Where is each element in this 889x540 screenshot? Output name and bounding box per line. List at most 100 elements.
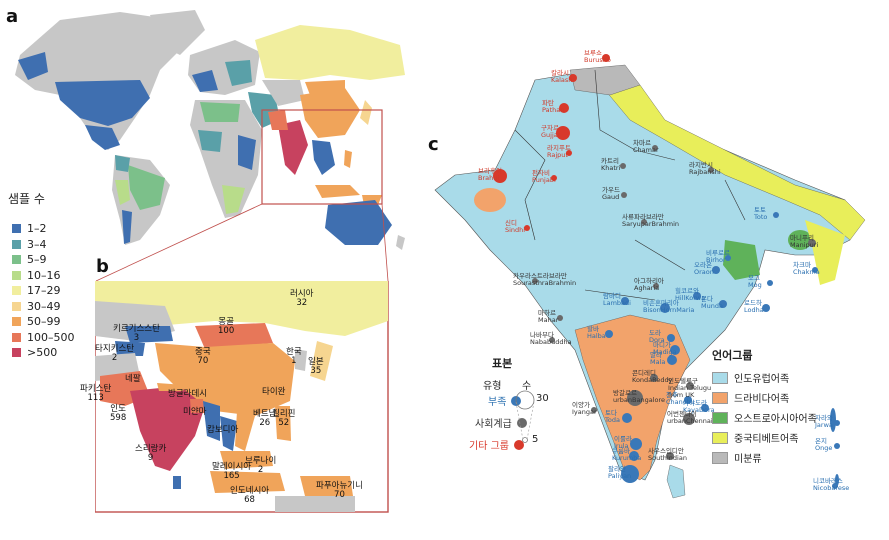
country-label: 필리핀 52 — [272, 409, 296, 428]
country-label: 러시아 32 — [290, 289, 314, 308]
group-label: 이룰라 Irula — [614, 435, 632, 450]
world-legend-item: 50–99 — [12, 315, 61, 328]
group-label: 도라 Dora — [649, 329, 665, 344]
lang-region-sino-tibetan-east — [805, 220, 845, 285]
japan-zoom — [310, 341, 333, 381]
border-lines — [514, 69, 746, 301]
sample-point — [683, 413, 695, 425]
group-label: 펀자비 Punjabi — [532, 169, 556, 184]
sample-point — [532, 278, 538, 284]
group-label: 온지 Onge — [815, 437, 833, 452]
sample-point — [621, 465, 639, 483]
sample-point — [667, 355, 677, 365]
korea-zoom — [295, 349, 307, 371]
sample-key-size-head: 수 — [522, 381, 532, 392]
legend-swatch — [12, 239, 21, 249]
group-label: 찬추 Chanchu — [666, 391, 695, 406]
legend-label: 50–99 — [27, 315, 61, 328]
sample-points — [493, 54, 840, 489]
group-label: 이양가 Iyangar — [572, 401, 597, 416]
language-key-item: 미분류 — [712, 450, 762, 465]
group-label: 가우드 Gaud — [602, 186, 620, 201]
legend-swatch — [12, 286, 21, 295]
peru — [115, 180, 130, 205]
japan — [360, 100, 372, 125]
asia-map — [95, 281, 389, 513]
sample-type-dot — [516, 417, 527, 428]
sample-point — [653, 283, 659, 289]
country-label: 브루나이 2 — [245, 456, 277, 475]
nicobar-islands — [835, 474, 839, 486]
group-label: 신디 Sindhi — [505, 219, 526, 234]
sample-point — [566, 150, 572, 156]
country-label: 키르기스스탄 3 — [113, 324, 160, 343]
indonesia-zoom — [210, 471, 285, 493]
sample-type-dot — [513, 439, 524, 450]
sample-point — [556, 126, 570, 140]
group-label: 모그 Mog — [748, 274, 762, 289]
europe-west — [192, 70, 218, 92]
country-label: 인도 598 — [110, 404, 127, 423]
sample-point — [551, 175, 557, 181]
group-label: 마디가 Madiga — [653, 341, 677, 356]
world-legend-title: 샘플 수 — [8, 192, 45, 206]
sample-point — [660, 303, 670, 313]
usa — [55, 80, 150, 126]
sample-point — [670, 345, 680, 355]
sample-point — [834, 443, 840, 449]
sample-key-type-head: 유형 — [483, 381, 502, 392]
europe-east — [225, 60, 252, 86]
group-label: 비손혼마리아 BisonHornMaria — [643, 299, 695, 314]
lang-region-austroasiatic-east — [788, 230, 812, 250]
legend-label: 100–500 — [27, 330, 75, 344]
group-label: 할바 Halba — [587, 325, 606, 340]
country-label: 타지키스탄 2 — [95, 344, 135, 363]
sample-point — [832, 483, 838, 489]
tajik-zoom — [115, 341, 145, 356]
country-label: 말레이시아 165 — [212, 462, 252, 481]
mexico — [85, 125, 120, 150]
group-label: 사우스인디안 SouthIndian — [648, 447, 687, 462]
country-label: 네팔 — [125, 374, 141, 384]
malaysia-zoom — [220, 451, 273, 469]
country-label: 미얀마 — [183, 407, 207, 417]
group-label: 어번첸나이 urbanChennai — [667, 410, 713, 425]
group-label: 브루쇼 Burusho — [584, 49, 611, 64]
india — [278, 120, 308, 175]
sample-point — [621, 297, 629, 305]
mongolia — [305, 80, 345, 95]
legend-swatch — [12, 270, 21, 280]
se-asia — [312, 140, 335, 175]
group-label: 브라후이 Brahui — [478, 167, 502, 182]
greenland — [150, 10, 205, 55]
legend-swatch — [12, 348, 21, 357]
group-label: 로드하 Lodha — [744, 299, 764, 314]
world-legend-item: 3–4 — [12, 238, 47, 251]
country-label: 중국 70 — [195, 347, 211, 366]
australia-top-zoom — [275, 496, 355, 512]
group-label: 나바부다 Nababuddha — [530, 331, 572, 346]
group-label: 마니푸리 Manipuri — [790, 234, 819, 249]
sample-point — [549, 337, 555, 343]
sample-point — [834, 420, 840, 426]
kyrgyz-zoom — [125, 326, 173, 343]
group-label: 오라온 Oraon — [694, 261, 714, 276]
sample-point — [650, 374, 658, 382]
sample-point — [773, 212, 779, 218]
mongolia-zoom — [195, 323, 273, 349]
sample-point — [701, 404, 709, 412]
sample-point — [762, 304, 770, 312]
sample-point — [725, 255, 731, 261]
country-label: 스리랑카 9 — [135, 444, 167, 463]
sample-point — [708, 167, 714, 173]
srilanka-zoom — [173, 476, 181, 489]
sample-point — [666, 452, 674, 460]
world-legend-item: 100–500 — [12, 331, 75, 344]
group-label: 라지푸트 Rajput — [547, 144, 571, 159]
sample-type-item: 기타 그룹 — [469, 437, 524, 452]
sample-point — [641, 219, 647, 225]
group-label: 마하르 Mahar — [538, 309, 559, 324]
sample-point — [524, 225, 530, 231]
group-label: 인도텔루구 Indian Telugu from UK — [668, 377, 712, 399]
philippines-zoom — [275, 406, 291, 441]
